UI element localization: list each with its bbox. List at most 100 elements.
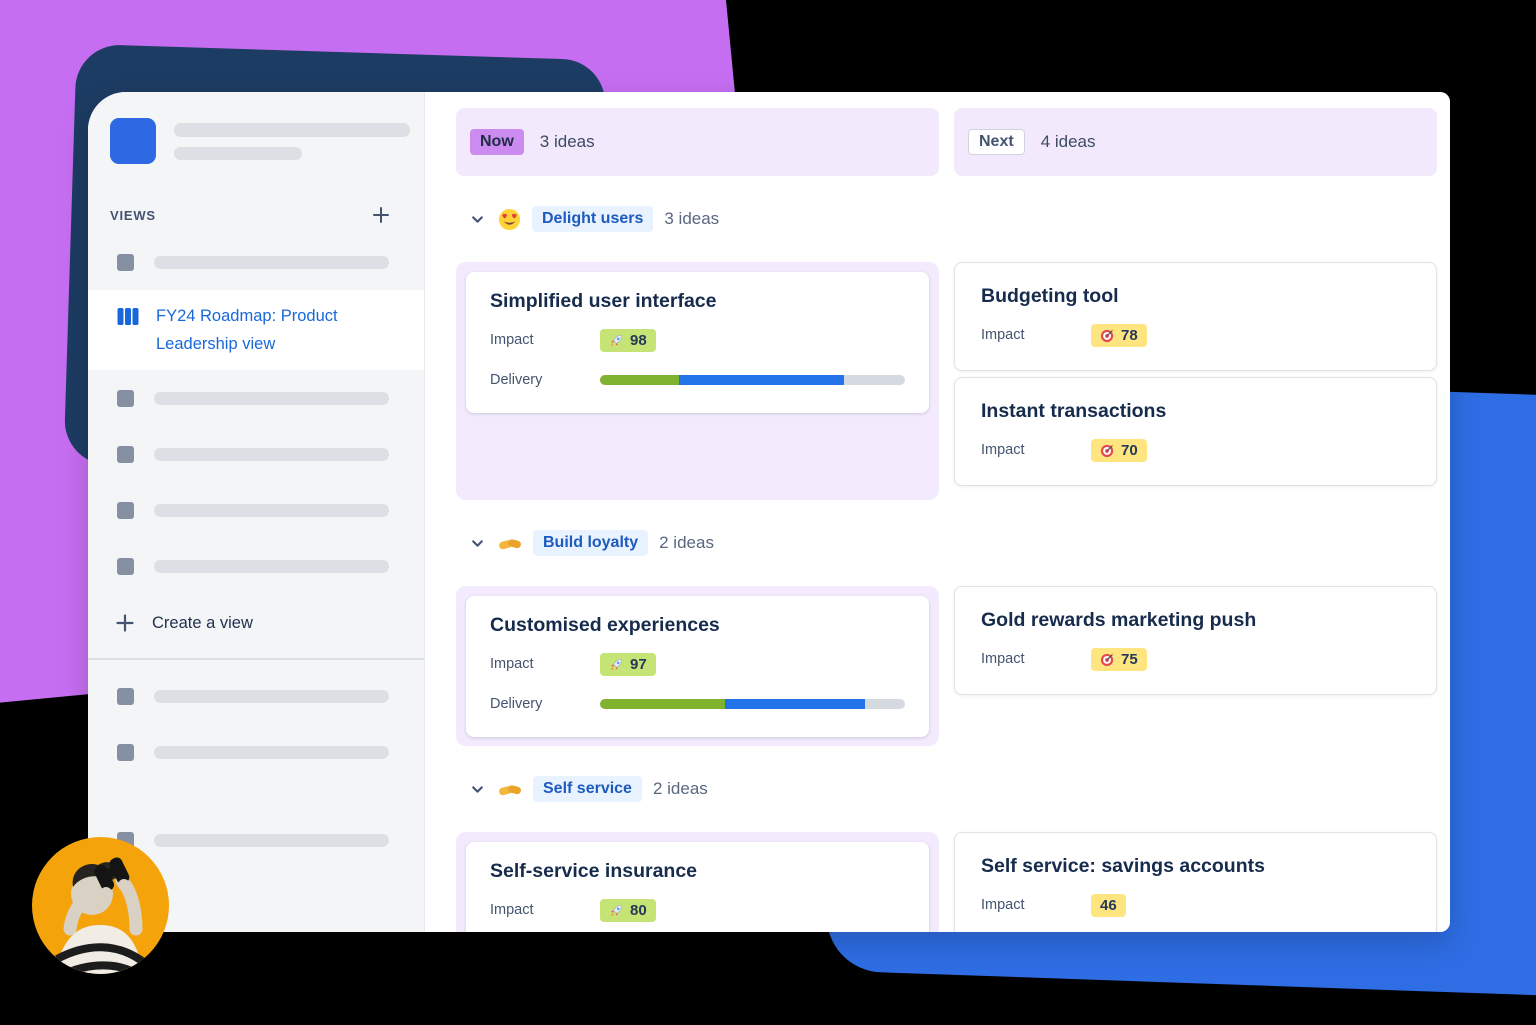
progress-done-segment [600,375,680,385]
app-window: VIEWS FY24 Roadmap: Product Leade [88,92,1450,932]
workspace-name-placeholder [174,118,410,164]
column-header-now: Now 3 ideas [456,108,939,176]
workspace-logo [110,118,156,164]
view-icon-placeholder [117,253,134,271]
idea-card-self-service-insurance[interactable]: Self-service insurance Impact 80 [466,842,929,932]
sidebar-view-item[interactable] [88,724,424,780]
impact-badge: 98 [600,328,656,352]
impact-label: Impact [490,332,534,348]
impact-badge: 46 [1091,893,1126,917]
idea-card-savings-accounts[interactable]: Self service: savings accounts Impact 46 [954,832,1437,932]
plus-icon [373,207,389,223]
impact-row: Impact 70 [981,437,1410,463]
chevron-down-icon [472,215,483,223]
idea-card-gold-rewards[interactable]: Gold rewards marketing push Impact [954,586,1437,695]
now-count: 3 ideas [539,132,595,151]
card-title: Customised experiences [490,614,720,636]
sidebar-view-item[interactable] [88,668,424,724]
active-view-label: FY24 Roadmap: Product Leadership view [156,307,338,353]
sidebar-view-item[interactable] [88,538,424,594]
impact-value: 98 [630,331,647,349]
now-group-self-service: Self-service insurance Impact 80 [456,832,939,932]
impact-value: 97 [630,655,647,673]
sidebar-divider [88,658,424,660]
target-icon [1100,653,1114,666]
impact-row: Impact 75 [981,646,1410,672]
next-count: 4 ideas [1040,132,1096,151]
delivery-progress-bar [600,699,905,709]
impact-value: 75 [1121,650,1138,668]
idea-card-simplified-user-interface[interactable]: Simplified user interface Impact 98 [466,272,929,413]
impact-badge: 70 [1091,438,1147,462]
section-label: Self service [533,776,642,802]
view-icon-placeholder [117,687,134,705]
card-title: Self service: savings accounts [981,855,1265,877]
progress-inprogress-segment [679,375,844,385]
impact-value: 70 [1121,441,1138,459]
progress-inprogress-segment [725,699,866,709]
next-group-self-service: Self service: savings accounts Impact 46 [954,832,1437,932]
now-group-build-loyalty: Customised experiences Impact 97 [456,586,939,746]
card-title: Budgeting tool [981,285,1119,307]
board-row: Self-service insurance Impact 80 [456,832,1437,932]
next-group-build-loyalty: Gold rewards marketing push Impact [954,586,1437,701]
placeholder-bar [174,123,410,137]
card-title: Simplified user interface [490,290,717,312]
section-label: Build loyalty [533,530,649,556]
card-title: Instant transactions [981,400,1167,422]
section-label: Delight users [532,206,654,232]
view-icon-placeholder [117,743,134,761]
now-badge: Now [470,129,524,155]
card-title: Gold rewards marketing push [981,609,1257,631]
placeholder-bar [154,745,389,759]
sidebar-view-item[interactable] [88,370,424,426]
section-count: 3 ideas [664,209,720,228]
impact-label: Impact [981,442,1025,458]
impact-badge: 97 [600,652,656,676]
column-header-next: Next 4 ideas [954,108,1437,176]
section-count: 2 ideas [659,533,714,552]
impact-row: Impact 98 [490,327,905,353]
placeholder-bar [154,689,389,703]
section-count: 2 ideas [652,779,708,798]
impact-label: Impact [981,651,1025,667]
sidebar-view-item[interactable] [88,234,424,290]
add-view-button[interactable] [372,206,390,224]
delivery-row: Delivery [490,367,905,393]
next-badge: Next [968,129,1025,155]
chevron-down-icon [472,785,483,793]
delivery-progress-bar [600,375,905,385]
board-row: Simplified user interface Impact 98 [456,262,1437,500]
sidebar-view-item[interactable] [88,426,424,482]
workspace-header [88,92,424,164]
sidebar: VIEWS FY24 Roadmap: Product Leade [88,92,425,932]
placeholder-bar [174,147,302,160]
column-headers: Now 3 ideas Next 4 ideas [456,108,1437,176]
impact-badge: 80 [600,898,656,922]
handshake-emoji-icon [499,539,521,550]
idea-card-instant-transactions[interactable]: Instant transactions Impact 70 [954,377,1437,486]
placeholder-bar [154,559,389,573]
collapse-section-button[interactable] [468,210,487,229]
impact-row: Impact 46 [981,892,1410,918]
create-view-button[interactable]: Create a view [88,594,424,652]
target-icon [1100,444,1114,457]
view-icon-placeholder [117,389,134,407]
roadmap-board: Now 3 ideas Next 4 ideas Delight users [425,92,1450,932]
impact-value: 78 [1121,326,1138,344]
sidebar-view-item[interactable] [88,482,424,538]
collapse-section-button[interactable] [468,780,487,799]
placeholder-bar [154,255,389,269]
views-section-header: VIEWS [88,164,424,234]
section-header-self-service: Self service 2 ideas [456,775,1437,803]
sidebar-item-fy24-roadmap[interactable]: FY24 Roadmap: Product Leadership view [88,290,424,370]
placeholder-bar [154,391,389,405]
section-header-build-loyalty: Build loyalty 2 ideas [456,529,1437,557]
idea-card-customised-experiences[interactable]: Customised experiences Impact 97 [466,596,929,737]
impact-label: Impact [490,656,534,672]
chevron-down-icon [472,539,483,547]
idea-card-budgeting-tool[interactable]: Budgeting tool Impact 78 [954,262,1437,371]
impact-label: Impact [490,902,534,918]
collapse-section-button[interactable] [468,534,487,553]
board-row: Customised experiences Impact 97 [456,586,1437,746]
